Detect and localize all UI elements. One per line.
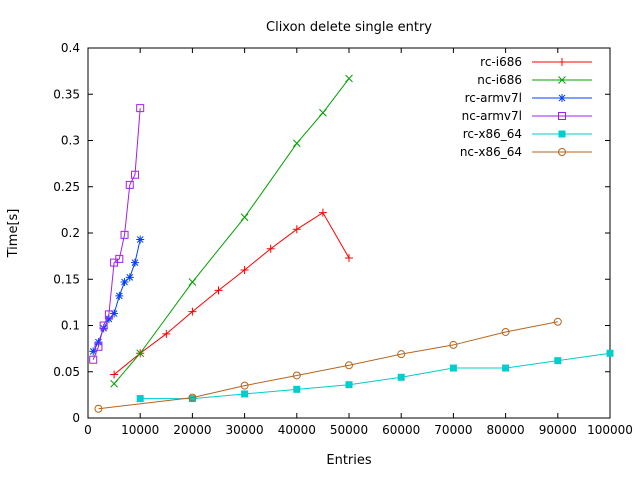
legend-item-nc-armv7l: nc-armv7l [462,109,592,123]
legend-label: nc-i686 [477,73,522,87]
legend-label: nc-armv7l [462,109,522,123]
y-tick-label: 0.05 [53,365,80,379]
x-tick-label: 30000 [226,423,264,437]
plot-border [87,47,611,419]
axis-ticks [87,47,611,419]
series-rc-armv7l [89,235,145,356]
legend-item-rc-x86_64: rc-x86_64 [463,127,592,141]
series-nc-i686 [110,74,353,388]
legend-item-rc-armv7l: rc-armv7l [465,91,592,105]
x-tick-label: 20000 [173,423,211,437]
plot-area: 0 10000 20000 30000 40000 50000 60000 70000 8000… [53,41,633,437]
x-tick-label: 0 [84,423,92,437]
x-tick-label: 70000 [434,423,472,437]
legend: rc-i686 nc-i686 rc-armv7l nc-armv7l rc-x86_6… [460,55,592,159]
x-tick-label: 100000 [587,423,633,437]
legend-label: rc-i686 [480,55,522,69]
legend-label: rc-armv7l [465,91,522,105]
y-tick-label: 0 [72,411,80,425]
y-tick-label: 0.1 [61,319,80,333]
x-tick-label: 40000 [278,423,316,437]
y-tick-label: 0.4 [61,41,80,55]
chart-title: Clixon delete single entry [266,20,432,35]
y-tick-label: 0.35 [53,87,80,101]
legend-label: rc-x86_64 [463,127,522,141]
legend-label: nc-x86_64 [460,145,522,159]
series-nc-x86_64 [94,317,562,413]
y-axis-label: Time[s] [6,209,21,259]
x-tick-label: 80000 [487,423,525,437]
legend-item-nc-i686: nc-i686 [477,73,592,87]
series-nc-armv7l [89,104,145,364]
x-tick-label: 60000 [382,423,420,437]
series-rc-i686 [110,208,353,379]
y-tick-label: 0.3 [61,134,80,148]
x-tick-label: 90000 [539,423,577,437]
x-axis-label: Entries [326,453,372,468]
y-tick-label: 0.25 [53,180,80,194]
x-tick-label: 10000 [121,423,159,437]
legend-item-rc-i686: rc-i686 [480,55,592,69]
y-tick-label: 0.15 [53,272,80,286]
legend-item-nc-x86_64: nc-x86_64 [460,145,592,159]
y-tick-label: 0.2 [61,226,80,240]
x-tick-label: 50000 [330,423,368,437]
series-rc-x86_64 [136,349,614,403]
